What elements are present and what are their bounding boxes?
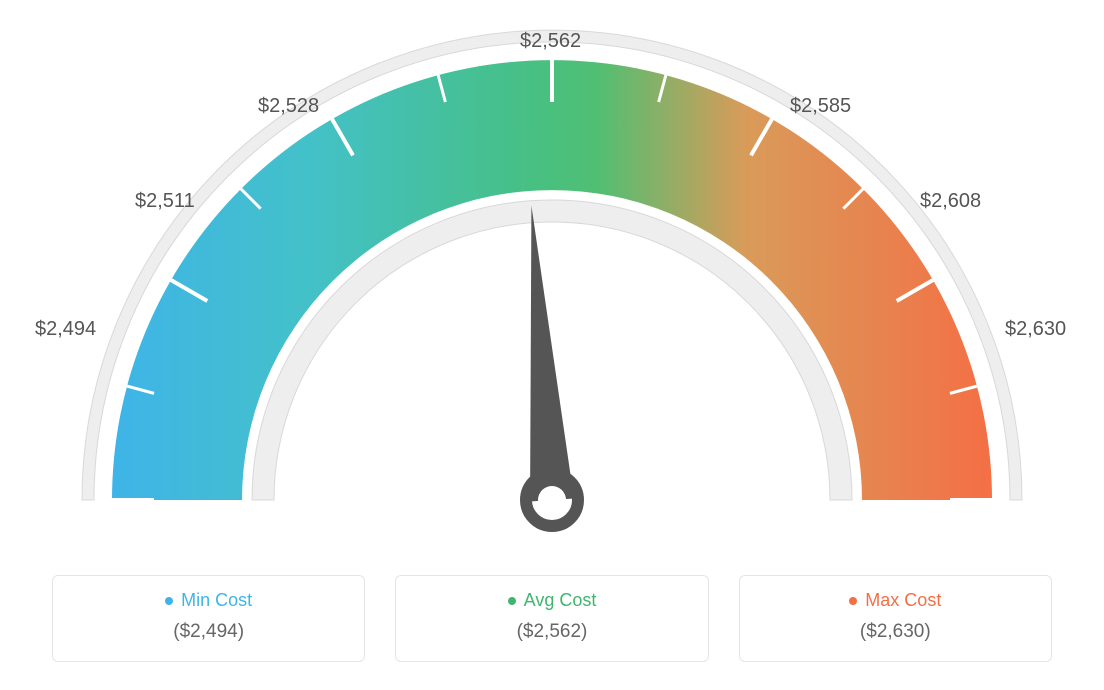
- legend-min-title: Min Cost: [53, 590, 364, 611]
- gauge-tick-label: $2,528: [258, 95, 319, 118]
- legend-avg-value: ($2,562): [396, 621, 707, 643]
- legend-min-card: Min Cost ($2,494): [52, 575, 365, 662]
- gauge-tick-label: $2,494: [35, 318, 96, 341]
- gauge-tick-label: $2,562: [520, 30, 581, 53]
- legend-max-value: ($2,630): [740, 621, 1051, 643]
- gauge-tick-label: $2,608: [920, 190, 981, 213]
- cost-gauge: $2,494 $2,511 $2,528 $2,562 $2,585 $2,608 $2,6…: [0, 0, 1104, 560]
- legend-max-title: Max Cost: [740, 590, 1051, 611]
- legend-row: Min Cost ($2,494) Avg Cost ($2,562) Max …: [52, 575, 1052, 662]
- gauge-tick-label: $2,630: [1005, 318, 1066, 341]
- legend-max-card: Max Cost ($2,630): [739, 575, 1052, 662]
- legend-min-value: ($2,494): [53, 621, 364, 643]
- legend-avg-card: Avg Cost ($2,562): [395, 575, 708, 662]
- legend-avg-title: Avg Cost: [396, 590, 707, 611]
- gauge-tick-label: $2,511: [135, 190, 195, 213]
- gauge-tick-label: $2,585: [790, 95, 851, 118]
- gauge-svg: [52, 20, 1052, 560]
